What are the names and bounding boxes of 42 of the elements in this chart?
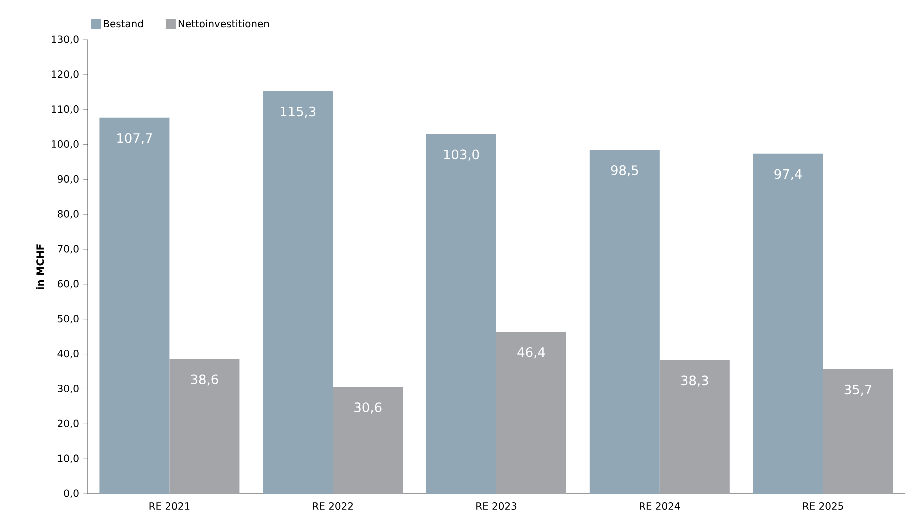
data-label: 107,7 [118, 133, 152, 145]
y-tick-label: 100,0 [52, 140, 79, 150]
y-tick-label: 90,0 [58, 175, 79, 184]
y-tick-label: 110,0 [52, 106, 79, 114]
bar [170, 359, 240, 494]
bar [660, 360, 730, 494]
x-tick-label: RE 2022 [313, 502, 353, 510]
bar [333, 387, 404, 494]
y-tick-label: 0,0 [64, 490, 79, 498]
data-label: 97,4 [774, 169, 802, 180]
y-tick-label: 120,0 [52, 70, 79, 80]
data-label: 46,4 [518, 347, 546, 359]
data-label: 98,5 [611, 166, 638, 177]
legend-label: Nettoinvestitionen [178, 20, 270, 28]
bar [426, 134, 497, 494]
data-label: 115,3 [280, 106, 316, 118]
data-label: 35,7 [844, 384, 872, 396]
x-tick-label: RE 2024 [640, 502, 680, 510]
x-tick-label: RE 2025 [803, 502, 844, 510]
y-tick-label: 30,0 [58, 384, 79, 394]
y-tick-label: 70,0 [58, 245, 79, 254]
x-tick-label: RE 2021 [150, 502, 190, 510]
data-label: 38,3 [681, 376, 708, 387]
legend-label: Bestand [104, 20, 144, 28]
y-axis-title: in MCHF [36, 244, 44, 290]
y-tick-label: 50,0 [58, 315, 79, 324]
y-tick-label: 60,0 [58, 280, 79, 289]
data-label: 38,6 [191, 374, 218, 386]
data-label: 30,6 [354, 402, 382, 414]
bar [823, 369, 894, 494]
y-tick-label: 80,0 [58, 210, 79, 219]
y-tick-label: 130,0 [52, 36, 79, 44]
bar [263, 91, 334, 494]
data-label: 103,0 [444, 150, 480, 161]
y-tick-label: 20,0 [58, 420, 79, 428]
y-tick-label: 10,0 [58, 454, 79, 464]
y-tick-label: 40,0 [58, 350, 79, 359]
x-tick-label: RE 2023 [476, 502, 517, 510]
bar [753, 154, 824, 494]
bar [590, 150, 660, 494]
bar [100, 118, 170, 494]
bar [496, 332, 567, 494]
